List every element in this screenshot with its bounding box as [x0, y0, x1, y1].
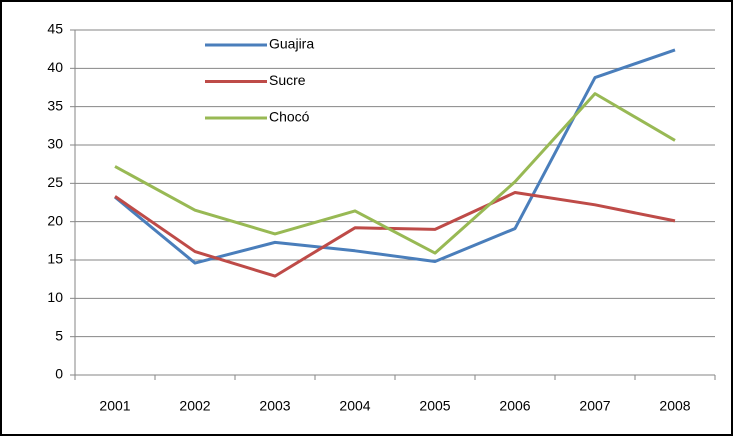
x-tick-label: 2008	[659, 398, 690, 414]
legend-label: Sucre	[269, 72, 306, 88]
series-line	[114, 191, 676, 278]
x-tick-label: 2007	[579, 398, 610, 414]
x-tick-label: 2001	[99, 398, 130, 414]
x-tick-label: 2004	[339, 398, 370, 414]
x-tick-label: 2006	[499, 398, 530, 414]
x-tick-label: 2005	[419, 398, 450, 414]
y-tick-label: 45	[47, 21, 63, 37]
y-tick-label: 20	[47, 212, 63, 228]
y-tick-label: 15	[47, 251, 63, 267]
series-line	[114, 92, 676, 255]
y-tick-label: 40	[47, 59, 63, 75]
y-tick-label: 35	[47, 97, 63, 113]
x-tick-label: 2003	[259, 398, 290, 414]
y-tick-label: 5	[55, 327, 63, 343]
y-tick-label: 25	[47, 174, 63, 190]
y-tick-label: 10	[47, 289, 63, 305]
legend-label: Guajira	[269, 36, 314, 52]
series-line	[114, 48, 676, 265]
x-tick-label: 2002	[179, 398, 210, 414]
legend-label: Chocó	[269, 109, 310, 125]
y-tick-label: 0	[55, 366, 63, 382]
y-tick-label: 30	[47, 136, 63, 152]
